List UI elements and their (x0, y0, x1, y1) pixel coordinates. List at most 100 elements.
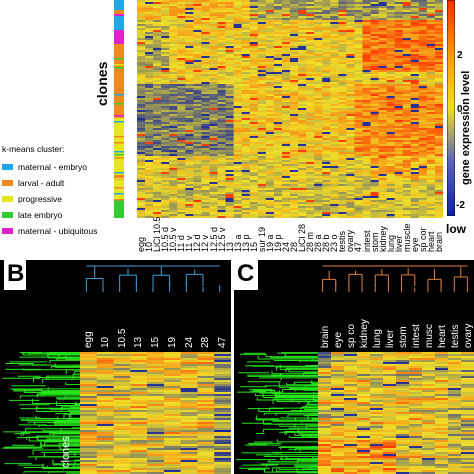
heatmap-a-cell (153, 16, 162, 19)
heatmap-a-cell (362, 32, 371, 35)
heatmap-a-cell (354, 130, 363, 133)
heatmap-a-cell (434, 90, 443, 93)
heatmap-a-cell (346, 216, 355, 218)
heatmap-a-cell (418, 74, 428, 77)
heatmap-a-cell (193, 88, 202, 91)
heatmap-a-cell (314, 174, 323, 177)
heatmap-a-cell (394, 48, 404, 51)
heatmap-a-cell (217, 204, 226, 207)
heatmap-a-cell (185, 46, 194, 49)
heatmap-a-cell (354, 28, 363, 31)
heatmap-a-cell (185, 206, 194, 209)
heatmap-a-cell (330, 36, 339, 39)
heatmap-a-cell (322, 28, 331, 31)
heatmap-a-cell (273, 54, 283, 57)
heatmap-a-cell (434, 26, 443, 29)
heatmap-a-cell (233, 168, 242, 171)
heatB-cell (80, 394, 98, 397)
heatmap-a-cell (137, 16, 146, 19)
heatmap-a-cell (362, 214, 371, 217)
heatmap-a-cell (169, 182, 178, 185)
heatB-cell (214, 408, 231, 411)
heatmap-a-cell (362, 48, 371, 51)
heatmap-a-cell (402, 100, 412, 103)
heatmap-a-cell (330, 12, 339, 15)
heatmap-a-cell (346, 148, 355, 151)
heatmap-a-cell (257, 132, 267, 135)
heatmap-a-cell (354, 52, 363, 55)
heatmap-a-cell (338, 92, 347, 95)
heatmap-a-cell (394, 204, 404, 207)
heatmap-a-cell (426, 30, 436, 33)
heatmap-a-cell (362, 104, 371, 107)
heatmap-a-cell (338, 8, 347, 11)
heatmap-a-cell (241, 104, 251, 107)
heatmap-a-cell (265, 124, 275, 127)
heatmap-a-cell (169, 92, 178, 95)
heatmap-a-cell (177, 98, 186, 101)
heatmap-a-cell (298, 68, 307, 71)
heatmap-a-cell (338, 132, 347, 135)
heatmap-a-cell (177, 50, 186, 53)
heatmap-a-cell (370, 76, 379, 79)
heatmap-a-cell (281, 56, 291, 59)
heatmap-a-cell (153, 88, 162, 91)
heatB-cell (180, 402, 198, 405)
heatmap-a-cell (145, 50, 154, 53)
heatmap-a-cell (225, 134, 234, 137)
heatmap-a-cell (193, 10, 202, 13)
heatB-cell (214, 366, 231, 369)
heatmap-a-cell (257, 14, 267, 17)
heatB-cell (147, 400, 165, 403)
heatmap-a-cell (161, 88, 170, 91)
heatmap-a-cell (322, 114, 331, 117)
heatmap-a-cell (306, 62, 315, 65)
heatmap-a-cell (193, 34, 202, 37)
heatmap-a-cell (426, 124, 436, 127)
heatmap-a-cell (298, 214, 307, 217)
heatB-cell (96, 364, 114, 367)
heatmap-a-cell (322, 142, 331, 145)
heatmap-a-cell (418, 6, 428, 9)
heatmap-a-cell (185, 186, 194, 189)
heatB-cell (180, 398, 198, 401)
heatmap-a-cell (298, 192, 307, 195)
heatmap-a-cell (314, 170, 323, 173)
heatmap-a-cell (225, 48, 234, 51)
heatmap-a-cell (273, 168, 283, 171)
heatB-cell (130, 410, 148, 413)
heatmap-a-cell (290, 72, 299, 75)
heatmap-a-cell (273, 86, 283, 89)
heatmap-a-cell (153, 214, 162, 217)
heatmap-a-cell (273, 124, 283, 127)
heatmap-a-cell (225, 4, 234, 7)
heatmap-a-cell (273, 128, 283, 131)
heatmap-a-cell (249, 8, 259, 11)
heatmap-a-cell (281, 158, 291, 161)
heatmap-a-cell (338, 48, 347, 51)
heatmap-a-cell (402, 66, 412, 69)
heatmap-a-cell (193, 90, 202, 93)
heatmap-a-cell (201, 40, 210, 43)
heatmap-a-cell (306, 138, 315, 141)
heatmap-a-cell (426, 102, 436, 105)
heatmap-a-cell (290, 96, 299, 99)
heatmap-a-cell (298, 130, 307, 133)
heatB-cell (163, 442, 181, 445)
heatmap-a-cell (281, 176, 291, 179)
heatmap-a-cell (346, 56, 355, 59)
heatmap-a-cell (290, 186, 299, 189)
heatmap-a-cell (394, 102, 404, 105)
heatmap-a-cell (281, 174, 291, 177)
heatmap-a-cell (225, 156, 234, 159)
heatmap-a-cell (233, 194, 242, 197)
heatB-cell (147, 436, 165, 439)
heatmap-a-cell (370, 62, 379, 65)
heatmap-a-cell (290, 28, 299, 31)
heatmap-a-cell (394, 70, 404, 73)
heatmap-a-cell (265, 136, 275, 139)
heatmap-a-cell (378, 118, 387, 121)
heatmap-a-cell (265, 34, 275, 37)
heatmap-a-cell (209, 44, 218, 47)
heatmap-a-cell (185, 52, 194, 55)
